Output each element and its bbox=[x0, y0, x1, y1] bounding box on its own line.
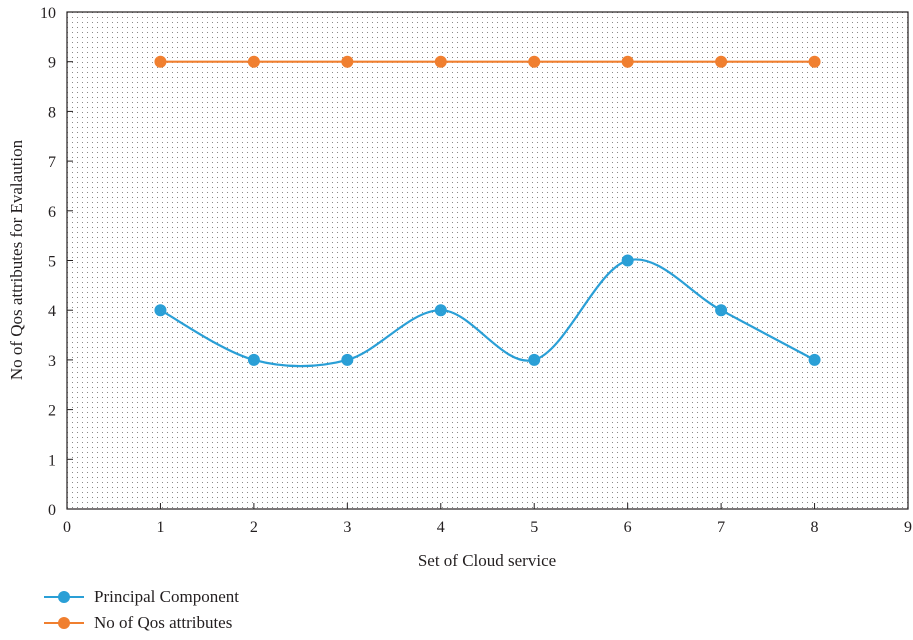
y-tick-label: 6 bbox=[48, 204, 56, 221]
data-point-principal-component bbox=[434, 304, 447, 317]
series-layer bbox=[154, 55, 821, 368]
x-tick-label: 3 bbox=[343, 519, 351, 536]
x-tick-label: 8 bbox=[811, 519, 819, 536]
x-tick-label: 9 bbox=[904, 519, 912, 536]
y-tick-label: 1 bbox=[48, 452, 56, 469]
legend-swatch bbox=[44, 616, 84, 630]
y-tick-label: 9 bbox=[48, 55, 56, 72]
data-point-no-of-qos-attributes bbox=[341, 55, 354, 68]
data-point-principal-component bbox=[808, 353, 821, 366]
data-point-no-of-qos-attributes bbox=[528, 55, 541, 68]
y-tick-label: 8 bbox=[48, 104, 56, 121]
data-point-no-of-qos-attributes bbox=[808, 55, 821, 68]
data-point-no-of-qos-attributes bbox=[434, 55, 447, 68]
y-tick-label: 7 bbox=[48, 154, 56, 171]
legend: Principal Component No of Qos attributes bbox=[44, 584, 239, 636]
series-line-principal-component bbox=[159, 258, 816, 368]
data-point-no-of-qos-attributes bbox=[154, 55, 167, 68]
data-point-no-of-qos-attributes bbox=[621, 55, 634, 68]
x-tick-label: 2 bbox=[250, 519, 258, 536]
data-point-principal-component bbox=[528, 353, 541, 366]
y-tick-label: 3 bbox=[48, 353, 56, 370]
x-tick-label: 7 bbox=[717, 519, 725, 536]
y-tick-label: 10 bbox=[40, 5, 56, 22]
x-tick-label: 0 bbox=[63, 519, 71, 536]
data-point-principal-component bbox=[341, 353, 354, 366]
data-point-principal-component bbox=[154, 304, 167, 317]
x-tick-label: 4 bbox=[437, 519, 445, 536]
x-tick-label: 5 bbox=[530, 519, 538, 536]
legend-item-principal-component: Principal Component bbox=[44, 584, 239, 610]
x-tick-label: 1 bbox=[156, 519, 164, 536]
y-axis: 0 1 2 3 4 5 6 7 8 9 10 bbox=[40, 5, 73, 519]
line-chart: 0 1 2 3 4 5 6 7 8 9 0 1 2 3 4 5 6 7 8 9 10 Set of Cloud ser… bbox=[7, 5, 912, 570]
data-point-no-of-qos-attributes bbox=[247, 55, 260, 68]
x-axis: 0 1 2 3 4 5 6 7 8 9 bbox=[63, 503, 912, 536]
y-axis-title: No of Qos attributes for Evalaution bbox=[7, 139, 26, 380]
legend-item-no-of-qos-attributes: No of Qos attributes bbox=[44, 610, 239, 636]
x-axis-title: Set of Cloud service bbox=[418, 551, 556, 570]
y-tick-label: 5 bbox=[48, 254, 56, 271]
legend-label: No of Qos attributes bbox=[94, 613, 233, 632]
data-point-principal-component bbox=[621, 254, 634, 267]
legend-swatch bbox=[44, 590, 84, 604]
y-tick-label: 0 bbox=[48, 502, 56, 519]
x-tick-label: 6 bbox=[624, 519, 632, 536]
y-tick-label: 2 bbox=[48, 403, 56, 420]
data-point-principal-component bbox=[247, 353, 260, 366]
legend-label: Principal Component bbox=[94, 587, 239, 606]
data-point-principal-component bbox=[715, 304, 728, 317]
y-tick-label: 4 bbox=[48, 303, 56, 320]
plot-background bbox=[67, 12, 908, 509]
data-point-no-of-qos-attributes bbox=[715, 55, 728, 68]
